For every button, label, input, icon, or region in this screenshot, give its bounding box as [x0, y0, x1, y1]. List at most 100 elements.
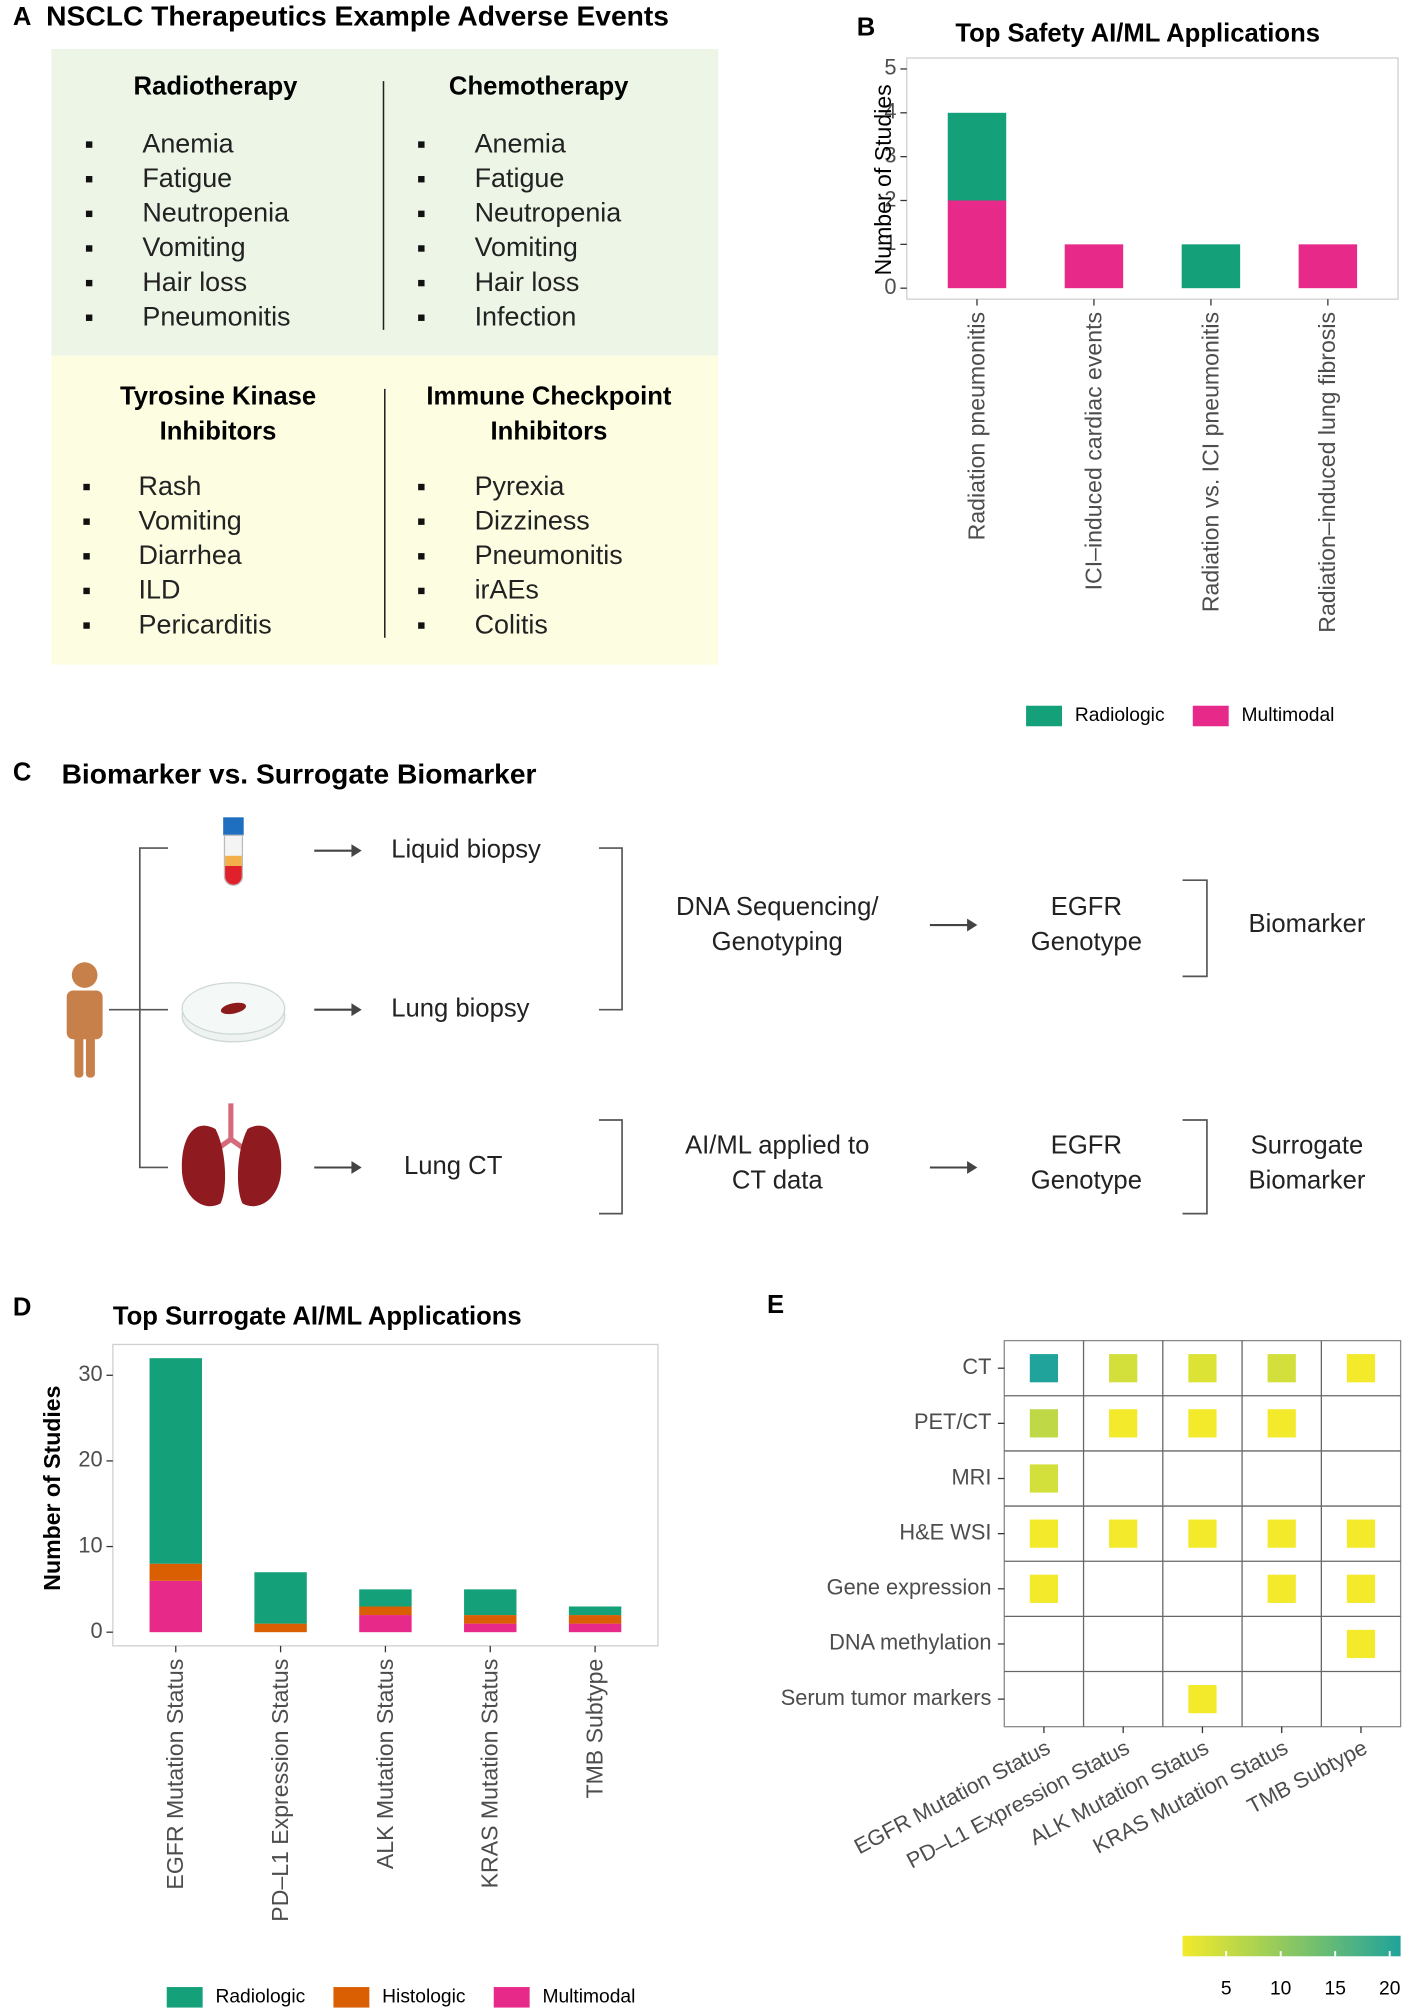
row-label: MRI [951, 1464, 991, 1489]
bullet [418, 279, 425, 287]
x-tick-label: Radiation pneumonitis [963, 312, 989, 540]
row-label: DNA methylation [829, 1630, 991, 1655]
y-axis-label: Number of Studies [870, 84, 896, 275]
legend-label: Multimodal [542, 1986, 635, 2007]
method-text: AI/ML applied to [685, 1132, 869, 1160]
heat-cell [1188, 1685, 1217, 1714]
bullet [85, 141, 93, 148]
heat-cell [1346, 1574, 1376, 1603]
colorbar [1182, 1935, 1401, 1957]
list-item: Hair loss [142, 267, 247, 297]
person-icon [66, 962, 103, 1078]
result-text: EGFR [1051, 1132, 1122, 1160]
bullet [418, 483, 425, 491]
list-item: Vomiting [139, 505, 242, 535]
heat-cell [1188, 1519, 1217, 1548]
source-text: Lung biopsy [391, 994, 529, 1022]
y-tick-label: 1 [884, 230, 896, 255]
list-item: Pericarditis [139, 609, 272, 639]
list-item: Diarrhea [139, 540, 242, 570]
bullet [418, 245, 425, 252]
bar-segment [947, 200, 1007, 289]
bullet [85, 279, 93, 287]
chart-title: Top Surrogate AI/ML Applications [113, 1302, 522, 1330]
list-item: Vomiting [475, 232, 578, 262]
x-tick-label: Radiation–induced lung fibrosis [1314, 312, 1340, 633]
panel-label: B [857, 13, 876, 41]
dish-icon [181, 982, 286, 1043]
heat-cell [1346, 1354, 1376, 1383]
bullet [418, 141, 425, 148]
bullet [418, 622, 425, 629]
colorbar-tick-label: 10 [1270, 1979, 1291, 2000]
result-text: Genotype [1031, 1166, 1142, 1194]
heat-cell [1267, 1519, 1296, 1548]
list-item: Hair loss [475, 267, 580, 297]
bar-segment [568, 1623, 622, 1633]
tube-icon [223, 817, 244, 886]
y-tick-label: 20 [78, 1447, 102, 1472]
method-text: Genotyping [712, 928, 843, 956]
bar-segment [359, 1615, 412, 1633]
list-item: Anemia [142, 128, 233, 158]
colorbar-tick-label: 20 [1379, 1979, 1400, 2000]
panel-title: NSCLC Therapeutics Example Adverse Event… [46, 0, 669, 32]
source-text: Liquid biopsy [391, 835, 541, 863]
row-label: Gene expression [827, 1575, 992, 1600]
legend-label: Radiologic [1075, 705, 1165, 726]
bar-segment [1298, 244, 1358, 289]
list-item: Pneumonitis [142, 301, 290, 331]
row-label: PET/CT [914, 1409, 992, 1434]
heat-cell [1029, 1409, 1059, 1438]
heat-cell [1267, 1354, 1296, 1383]
panel-title: Biomarker vs. Surrogate Biomarker [62, 758, 537, 790]
bar-segment [149, 1358, 202, 1564]
bullet [85, 314, 93, 321]
y-tick-label: 0 [884, 274, 896, 299]
legend-swatch [333, 1987, 370, 2008]
y-axis-label: Number of Studies [39, 1386, 65, 1591]
group-header: Immune Checkpoint [426, 383, 671, 411]
row-label: H&E WSI [899, 1519, 991, 1544]
list-item: Pneumonitis [475, 540, 623, 570]
y-tick-label: 4 [884, 99, 896, 124]
list-item: Infection [475, 301, 577, 331]
bar-segment [464, 1623, 517, 1633]
connectors [109, 847, 1208, 1215]
heat-cell [1188, 1354, 1217, 1383]
bullet [418, 314, 425, 321]
heat-cell [1267, 1574, 1296, 1603]
bar-segment [254, 1572, 307, 1624]
heat-cell [1029, 1574, 1059, 1603]
bar-segment [149, 1563, 202, 1581]
colorbar-tick-label: 15 [1325, 1979, 1346, 2000]
method-text: DNA Sequencing/ [676, 893, 879, 921]
legend-swatch [1026, 705, 1062, 727]
x-tick-label: EGFR Mutation Status [162, 1659, 188, 1890]
bar-segment [359, 1589, 412, 1607]
outcome-text: Surrogate [1251, 1132, 1364, 1160]
legend-label: Multimodal [1242, 705, 1335, 726]
list-item: Dizziness [475, 505, 590, 535]
list-item: Neutropenia [142, 198, 289, 228]
bullet [418, 553, 425, 560]
panel-label: A [13, 3, 32, 31]
heat-cell [1346, 1519, 1376, 1548]
panel-a-box-top [51, 49, 719, 356]
y-tick-label: 2 [884, 186, 896, 211]
source-text: Lung CT [404, 1152, 503, 1180]
chart-title: Top Safety AI/ML Applications [955, 20, 1320, 48]
bullet [85, 176, 93, 183]
colorbar-tick-label: 5 [1221, 1979, 1232, 2000]
list-item: Rash [139, 471, 202, 501]
row-label: Serum tumor markers [781, 1685, 992, 1710]
y-tick-label: 3 [884, 142, 896, 167]
legend-swatch [493, 1987, 530, 2008]
row-label: CT [962, 1354, 991, 1379]
list-item: irAEs [475, 575, 539, 605]
bar-segment [149, 1580, 202, 1633]
bar-segment [568, 1615, 622, 1624]
bar-segment [464, 1615, 517, 1624]
y-tick-label: 30 [78, 1361, 102, 1386]
bullet [83, 518, 90, 525]
